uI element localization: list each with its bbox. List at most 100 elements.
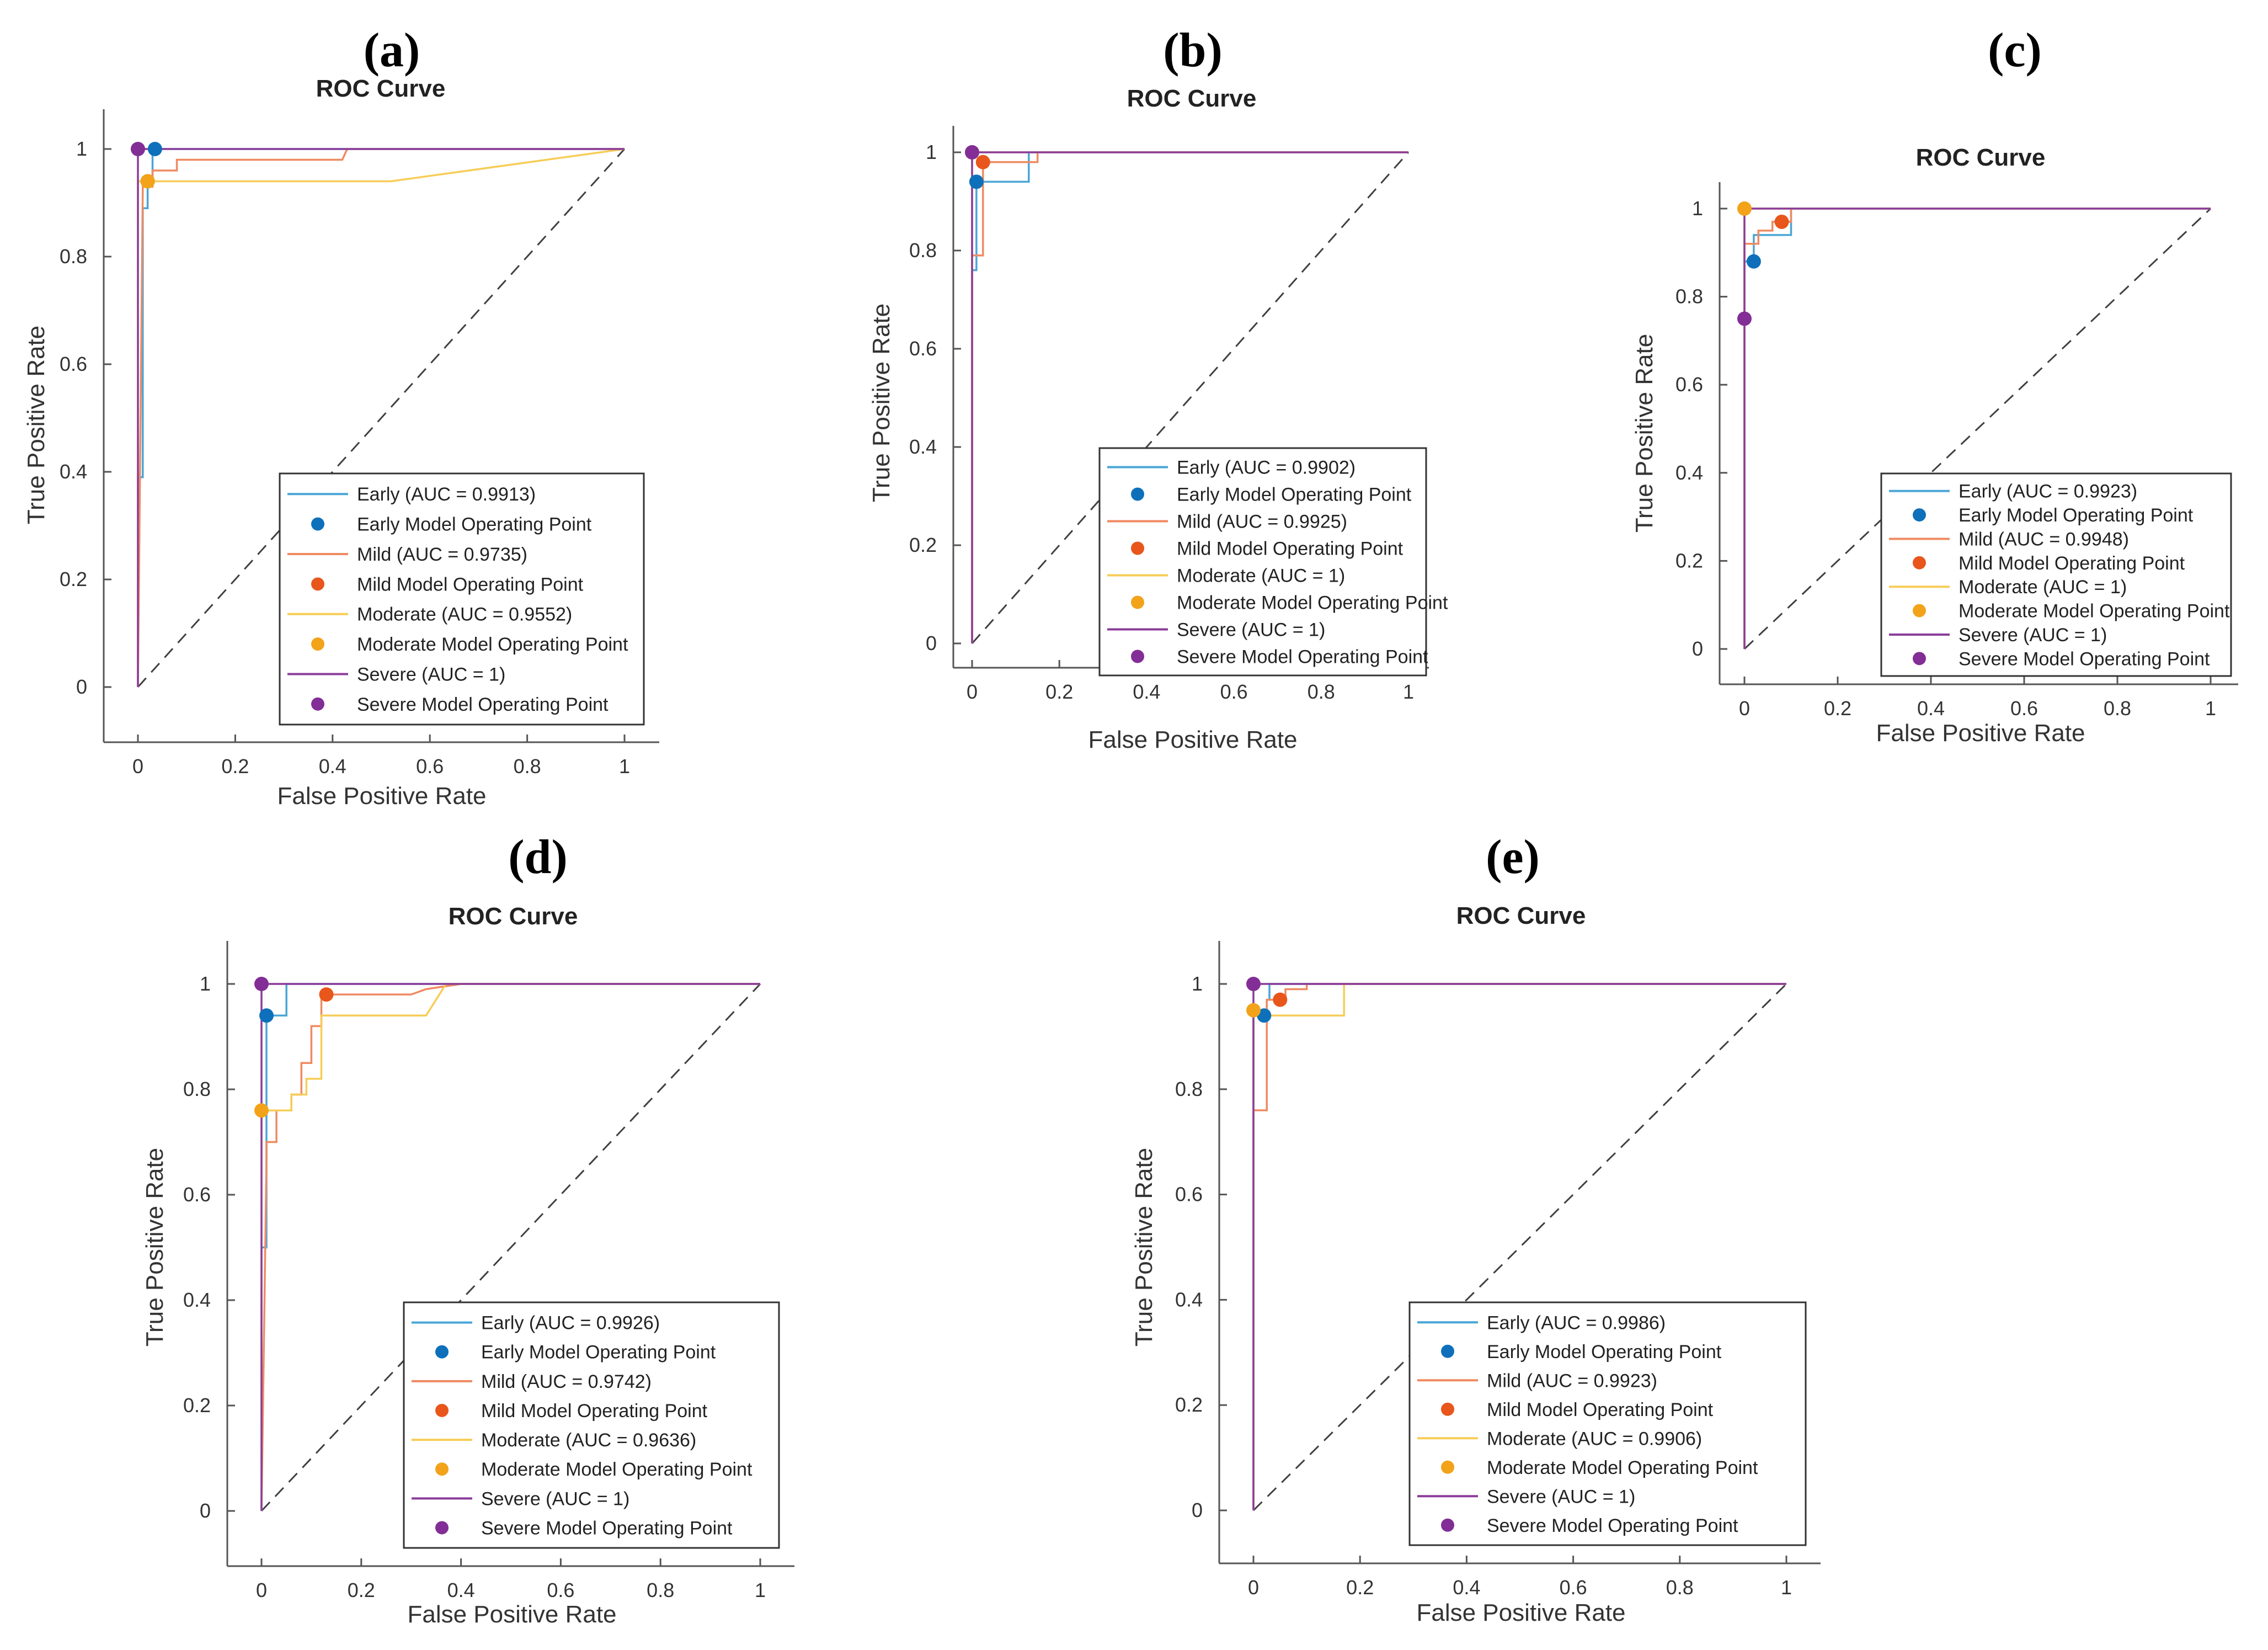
y-tick-label: 0.8 <box>1175 1078 1203 1100</box>
y-tick-label: 0 <box>200 1499 211 1522</box>
legend-marker-severe <box>1441 1518 1454 1532</box>
legend-entry: Severe (AUC = 1) <box>1177 620 1325 641</box>
legend-entry: Severe (AUC = 1) <box>1959 625 2107 646</box>
y-tick-label: 1 <box>1692 197 1703 220</box>
operating-point-moderate <box>254 1103 269 1118</box>
legend-entry: Moderate Model Operating Point <box>357 634 628 655</box>
legend-entry: Mild (AUC = 0.9948) <box>1959 529 2129 550</box>
x-tick-label: 1 <box>755 1579 766 1601</box>
operating-point-moderate <box>1737 201 1752 216</box>
x-tick-label: 0.6 <box>547 1579 574 1601</box>
legend-entry: Severe Model Operating Point <box>1959 648 2210 669</box>
chance-diagonal <box>137 148 626 688</box>
operating-point-mild <box>1774 214 1789 229</box>
legend-marker-early <box>435 1345 449 1359</box>
legend-entry: Moderate (AUC = 1) <box>1959 577 2127 598</box>
x-tick-label: 0.2 <box>221 755 249 778</box>
chart-panel: (c) ROC Curve 0 0.2 0.4 0.6 0.8 1 0 0.2 0.4 0.6 0.8 1… <box>1631 24 2238 747</box>
x-axis-label: False Positive Rate <box>277 783 486 810</box>
y-tick-label: 0.2 <box>60 568 87 590</box>
legend: Early (AUC = 0.9913) Early Model Operatin… <box>279 472 645 726</box>
legend-entry: Mild (AUC = 0.9735) <box>357 544 527 565</box>
legend-marker-early <box>1441 1344 1454 1358</box>
y-tick-label: 0.8 <box>183 1078 211 1100</box>
x-tick-label: 0.2 <box>348 1579 375 1601</box>
legend-marker-mild <box>311 577 324 591</box>
chance-diagonal <box>260 983 761 1512</box>
y-tick-label: 0.8 <box>60 245 87 268</box>
legend-box <box>279 472 645 726</box>
legend-entry: Moderate (AUC = 0.9552) <box>357 604 572 625</box>
operating-point-severe <box>1737 311 1752 326</box>
x-tick-label: 0.8 <box>2104 697 2131 720</box>
legend-entry: Mild Model Operating Point <box>1959 553 2185 574</box>
operating-point-severe <box>254 977 269 991</box>
legend-marker-early <box>1913 508 1926 522</box>
operating-point-early <box>147 142 162 156</box>
x-tick-label: 0.4 <box>1453 1576 1480 1599</box>
y-axis-label: True Positive Rate <box>868 304 895 502</box>
x-tick-label: 1 <box>1781 1576 1792 1599</box>
panel-label: (a) <box>364 24 420 77</box>
operating-point-moderate <box>140 174 155 189</box>
x-tick-label: 0.6 <box>416 755 444 778</box>
operating-point-mild <box>319 987 334 1002</box>
y-axis-label: True Positive Rate <box>1130 1148 1157 1346</box>
legend-marker-mild <box>1913 556 1926 569</box>
panel-label: (d) <box>508 831 568 884</box>
y-tick-label: 0.6 <box>60 353 87 375</box>
operating-point-early <box>1746 254 1761 269</box>
chart-title: ROC Curve <box>1456 902 1586 929</box>
legend-box <box>1098 447 1427 677</box>
chance-diagonal <box>1743 207 2212 650</box>
operating-point-early <box>1257 1008 1272 1023</box>
legend-entry: Early (AUC = 0.9902) <box>1177 457 1356 478</box>
legend-entry: Moderate Model Operating Point <box>481 1459 753 1480</box>
legend-entry: Severe Model Operating Point <box>481 1518 733 1539</box>
legend-marker-mild <box>435 1403 449 1417</box>
y-tick-label: 0.6 <box>183 1183 211 1206</box>
roc-line-mild <box>1743 207 2211 649</box>
x-tick-label: 0.4 <box>1917 697 1945 720</box>
chance-diagonal <box>1252 983 1787 1511</box>
y-tick-label: 0.4 <box>909 435 937 458</box>
legend-entry: Severe (AUC = 1) <box>1487 1486 1635 1507</box>
legend-entry: Early (AUC = 0.9986) <box>1487 1312 1666 1333</box>
x-tick-label: 0.6 <box>1560 1576 1587 1599</box>
operating-point-mild <box>975 155 990 169</box>
x-tick-label: 0 <box>967 680 978 703</box>
legend-entry: Mild Model Operating Point <box>1487 1399 1714 1420</box>
y-axis-label: True Positive Rate <box>23 326 50 524</box>
y-tick-label: 0 <box>1692 637 1703 660</box>
x-tick-label: 1 <box>1403 680 1414 703</box>
y-tick-label: 0.4 <box>183 1289 211 1311</box>
y-tick-label: 0 <box>926 632 937 654</box>
legend-entry: Early Model Operating Point <box>481 1342 716 1363</box>
y-tick-label: 0.4 <box>60 460 87 483</box>
legend: Early (AUC = 0.9902) Early Model Operatin… <box>1098 447 1448 677</box>
legend-entry: Moderate Model Operating Point <box>1959 601 2230 622</box>
y-tick-label: 0.2 <box>909 534 937 556</box>
y-axis-label: True Positive Rate <box>141 1148 168 1346</box>
legend-entry: Moderate (AUC = 1) <box>1177 566 1345 587</box>
x-tick-label: 0.6 <box>1220 680 1248 703</box>
y-tick-label: 0.4 <box>1175 1288 1203 1311</box>
legend: Early (AUC = 0.9986) Early Model Operatin… <box>1408 1301 1807 1546</box>
x-tick-label: 0 <box>1248 1576 1259 1599</box>
chart-title: ROC Curve <box>1127 85 1257 112</box>
x-tick-label: 0.8 <box>514 755 541 778</box>
legend-entry: Early Model Operating Point <box>1177 485 1412 505</box>
chance-diagonal <box>971 152 1410 644</box>
chart-panel: (a)ROC Curve 0 0.2 0.4 0.6 0.8 1 0 0.2 0.4 0.6 0.8 1… <box>23 24 659 810</box>
operating-point-severe <box>131 142 145 156</box>
x-axis-label: False Positive Rate <box>1416 1599 1625 1626</box>
y-tick-label: 0.8 <box>1675 285 1703 308</box>
legend-marker-mild <box>1131 541 1144 555</box>
y-tick-label: 0.2 <box>1675 549 1703 572</box>
panel-label: (e) <box>1486 831 1540 884</box>
x-axis-label: False Positive Rate <box>1088 726 1297 753</box>
x-tick-label: 0.4 <box>447 1579 475 1601</box>
chart-title: ROC Curve <box>316 75 446 102</box>
legend-marker-severe <box>311 697 324 711</box>
